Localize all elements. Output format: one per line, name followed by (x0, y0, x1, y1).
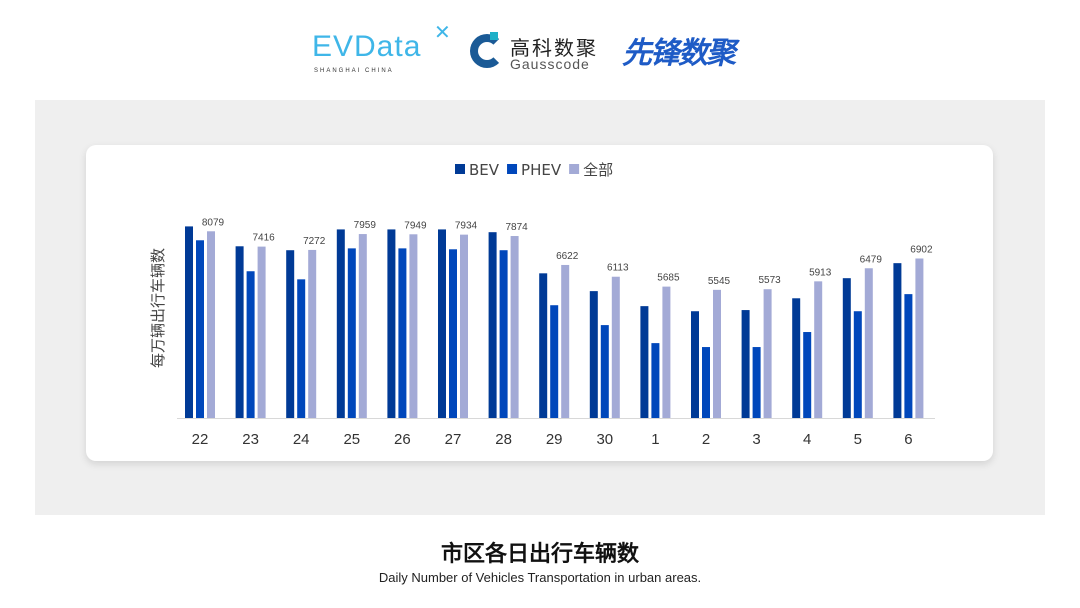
data-label-27: 7934 (455, 221, 478, 232)
logo-bar: EVData ✕ SHANGHAI CHINA 高科数聚 Gausscode 先… (0, 22, 1080, 74)
data-label-28: 7874 (505, 222, 528, 233)
xianfeng-logo: 先锋数聚 (622, 36, 736, 71)
bar-bev-6 (893, 263, 902, 418)
data-label-4: 5913 (809, 267, 832, 278)
bar-全部-27 (460, 234, 468, 418)
bar-phev-24 (297, 279, 306, 418)
legend-swatch-bev (455, 164, 465, 174)
gausscode-logo-en: Gausscode (510, 56, 590, 72)
data-label-5: 6479 (860, 254, 883, 265)
bar-bev-3 (741, 310, 750, 418)
y-axis-label: 每万辆出行车辆数 (149, 248, 167, 368)
evdata-logo: EVData ✕ SHANGHAI CHINA (312, 22, 452, 74)
x-tick-label: 23 (242, 431, 259, 448)
bar-bev-30 (589, 291, 598, 418)
bar-phev-23 (246, 271, 255, 418)
bar-bev-22 (185, 226, 193, 418)
bar-全部-4 (814, 281, 823, 418)
x-tick-label: 29 (546, 431, 563, 448)
evdata-logo-text: EVData (312, 30, 422, 63)
data-label-6: 6902 (910, 244, 933, 255)
legend-swatch-全部 (569, 164, 580, 174)
x-tick-label: 2 (702, 431, 710, 448)
data-label-26: 7949 (404, 220, 427, 231)
legend-label-全部: 全部 (583, 161, 613, 179)
data-label-1: 5685 (657, 273, 680, 284)
bar-bev-5 (842, 278, 851, 418)
legend-swatch-phev (507, 164, 518, 174)
bar-phev-26 (398, 248, 407, 418)
bar-phev-3 (752, 347, 761, 418)
legend-label-bev: BEV (469, 161, 500, 179)
data-label-30: 6113 (607, 263, 629, 274)
data-label-3: 5573 (758, 275, 781, 286)
x-tick-label: 30 (596, 431, 613, 448)
data-label-29: 6622 (556, 251, 579, 262)
x-tick-label: 22 (192, 431, 209, 448)
legend-label-phev: PHEV (521, 161, 562, 179)
bar-phev-29 (550, 305, 559, 418)
data-label-23: 7416 (252, 233, 275, 244)
x-tick-label: 27 (445, 431, 462, 448)
x-tick-label: 25 (343, 431, 360, 448)
x-tick-label: 1 (651, 431, 659, 448)
bar-bev-28 (488, 232, 497, 418)
bar-phev-27 (449, 249, 457, 418)
bar-phev-28 (499, 250, 508, 418)
caption-title: 市区各日出行车辆数 (440, 542, 639, 567)
bar-bev-26 (387, 229, 396, 418)
bar-bev-23 (235, 246, 244, 418)
bar-全部-3 (763, 289, 772, 418)
bar-bev-4 (792, 298, 801, 418)
bar-bev-27 (438, 229, 446, 418)
x-tick-label: 3 (752, 431, 760, 448)
x-tick-label: 28 (495, 431, 512, 448)
bar-bev-2 (691, 311, 699, 418)
evdata-logo-sub: SHANGHAI CHINA (314, 68, 394, 74)
bar-全部-2 (713, 289, 721, 418)
bar-bev-29 (539, 273, 548, 418)
data-label-2: 5545 (708, 276, 731, 287)
bar-bev-24 (286, 250, 295, 418)
data-label-25: 7959 (354, 220, 377, 231)
gausscode-logo-cn: 高科数聚 (510, 36, 598, 60)
bar-phev-25 (347, 248, 356, 418)
bar-phev-22 (196, 240, 204, 418)
x-tick-label: 24 (293, 431, 310, 448)
bar-全部-23 (257, 246, 266, 418)
bar-bev-1 (640, 306, 649, 418)
bar-全部-29 (561, 264, 570, 418)
bar-全部-30 (611, 276, 620, 418)
bar-phev-30 (600, 325, 609, 418)
x-tick-label: 5 (854, 431, 862, 448)
data-label-22: 8079 (202, 217, 225, 228)
bar-全部-28 (510, 236, 519, 418)
x-tick-label: 4 (803, 431, 811, 448)
bar-bev-25 (336, 229, 345, 418)
bar-全部-5 (864, 268, 873, 418)
bar-全部-22 (207, 231, 215, 418)
x-tick-label: 26 (394, 431, 411, 448)
bar-phev-5 (853, 311, 862, 418)
bar-全部-24 (308, 249, 317, 418)
bar-phev-6 (904, 294, 913, 418)
bar-phev-2 (702, 347, 710, 418)
bar-全部-6 (915, 258, 924, 418)
data-label-24: 7272 (303, 236, 326, 247)
caption-subtitle: Daily Number of Vehicles Transportation … (378, 570, 702, 585)
bar-phev-4 (803, 332, 812, 418)
bar-全部-1 (662, 286, 671, 418)
bar-phev-1 (651, 343, 660, 418)
bar-全部-26 (409, 234, 418, 418)
x-tick-label: 6 (904, 431, 912, 448)
bar-全部-25 (358, 234, 367, 418)
